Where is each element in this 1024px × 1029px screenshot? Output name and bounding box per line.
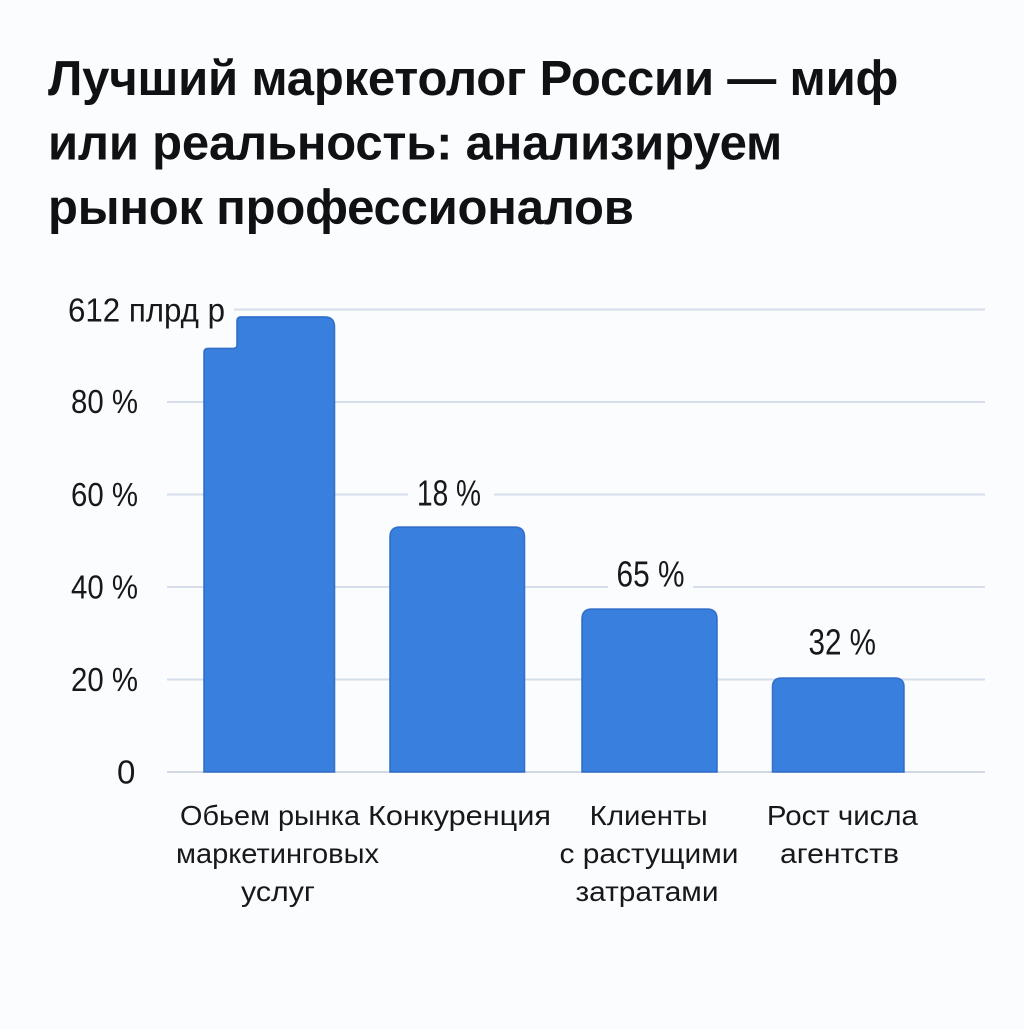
svg-text:32 %: 32 % <box>809 622 877 663</box>
svg-text:Конкуренция: Конкуренция <box>368 800 551 831</box>
svg-text:или реальность: анализируем: или реальность: анализируем <box>48 117 782 171</box>
svg-text:Клиенты: Клиенты <box>590 800 708 831</box>
svg-text:агентств: агентств <box>780 838 899 869</box>
svg-text:услуг: услуг <box>241 876 315 907</box>
svg-text:с растущими: с растущими <box>560 838 739 869</box>
svg-text:рынок профессионалов: рынок профессионалов <box>48 181 634 235</box>
svg-text:затратами: затратами <box>576 876 719 907</box>
svg-text:20 %: 20 % <box>71 661 138 698</box>
svg-text:Обьем рынка: Обьем рынка <box>180 800 360 831</box>
svg-text:40 %: 40 % <box>71 568 138 605</box>
svg-text:65 %: 65 % <box>617 554 685 595</box>
svg-text:Рост числа: Рост числа <box>767 800 918 831</box>
svg-text:60 %: 60 % <box>71 476 138 513</box>
svg-text:маркетинговых: маркетинговых <box>176 838 379 869</box>
svg-text:18 %: 18 % <box>417 473 481 514</box>
svg-text:Лучший маркетолог России — миф: Лучший маркетолог России — миф <box>48 52 898 106</box>
svg-text:0: 0 <box>117 754 135 791</box>
svg-text:80 %: 80 % <box>71 383 138 420</box>
svg-text:612 плрд р: 612 плрд р <box>68 292 225 329</box>
